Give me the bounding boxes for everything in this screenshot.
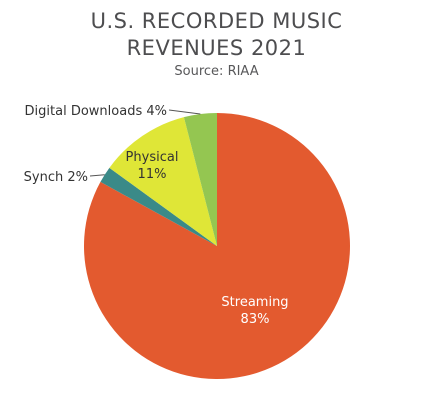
slice-label-synch-2: Synch 2% — [24, 170, 88, 185]
chart-title-line-1: U.S. RECORDED MUSIC — [90, 9, 343, 33]
slice-value-streaming: 83% — [241, 312, 270, 327]
pie-slice-physical — [109, 117, 217, 246]
leader-line-digital-downloads-4 — [168, 109, 201, 115]
chart-title-line-2: REVENUES 2021 — [126, 36, 307, 60]
leader-line-synch-2 — [89, 174, 105, 177]
slice-label-streaming: Streaming — [221, 295, 288, 310]
slice-label-physical: Physical — [126, 150, 179, 165]
chart-subtitle: Source: RIAA — [174, 64, 259, 79]
pie-slice-streaming — [83, 113, 350, 379]
slice-value-physical: 11% — [138, 167, 167, 182]
slice-label-digital-downloads-4: Digital Downloads 4% — [25, 104, 167, 119]
pie-slice-synch-2 — [100, 167, 217, 246]
pie-slice-digital-downloads-4 — [183, 113, 217, 246]
